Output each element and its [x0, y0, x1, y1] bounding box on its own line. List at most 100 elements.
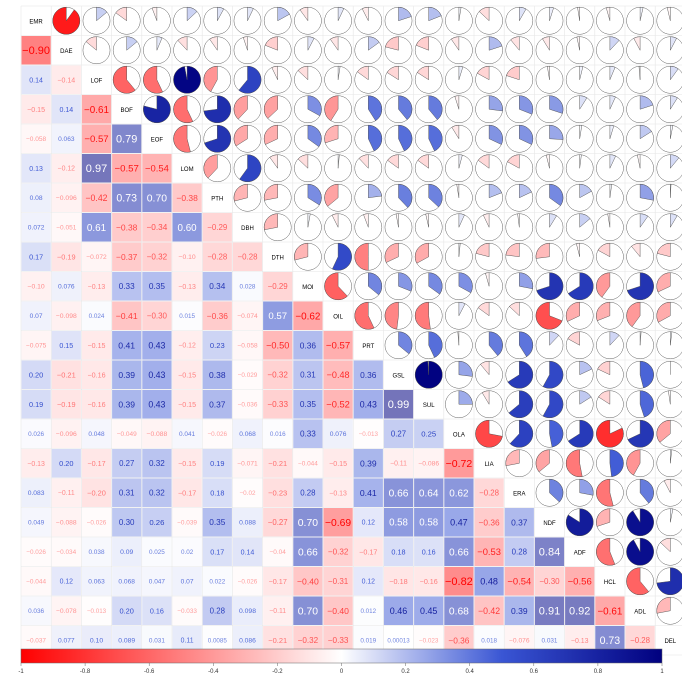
- variable-label-lof: LOF: [91, 78, 103, 84]
- coef-cell-bg: [202, 272, 232, 301]
- pie-slice-emr-hcl: [605, 6, 611, 21]
- variable-label-lom: LOM: [181, 167, 194, 173]
- pie-slice-eof-moi: [307, 124, 322, 148]
- coef-label-era-pth: 0.18: [210, 488, 224, 497]
- coef-cell-bg: [112, 301, 142, 330]
- pie-slice-dth-era: [505, 242, 520, 258]
- pie-slice-lia-ndf: [535, 449, 550, 473]
- coef-label-era-lof: −0.20: [87, 488, 106, 497]
- coef-label-lom-dae: −0.12: [58, 166, 76, 173]
- coef-label-del-ndf: 0.031: [542, 638, 558, 645]
- coef-cell-bg: [263, 478, 293, 507]
- coef-label-gsl-emr: 0.20: [29, 370, 43, 379]
- coef-cell-bg: [81, 124, 112, 153]
- pie-slice-lom-adl: [637, 154, 641, 169]
- coef-label-hcl-lof: 0.063: [88, 579, 105, 586]
- coef-label-del-dth: −0.21: [268, 636, 287, 645]
- coef-cell-bg: [293, 537, 323, 566]
- pie-slice-dth-gsl: [384, 242, 399, 263]
- coef-cell-bg: [383, 449, 414, 478]
- pie-slice-pth-gsl: [398, 183, 413, 208]
- coef-cell-bg: [444, 596, 474, 625]
- coef-label-del-moi: −0.32: [298, 636, 319, 645]
- coef-cell-bg: [172, 449, 202, 478]
- coef-label-era-eof: 0.32: [149, 489, 165, 498]
- pie-slice-bof-sul: [428, 95, 443, 121]
- coef-label-pth-bof: 0.73: [116, 193, 137, 205]
- coef-cell-bg: [21, 242, 51, 271]
- colorbar-tick-label: 0.4: [466, 669, 475, 675]
- pie-slice-oil-ola: [458, 301, 466, 316]
- coef-cell-bg: [112, 567, 142, 596]
- pie-slice-bof-eof: [143, 95, 171, 124]
- pie-slice-eof-dth: [263, 124, 278, 145]
- coef-cell-bg: [474, 537, 504, 566]
- pie-slice-dth-adf: [576, 242, 580, 257]
- pie-slice-lom-sul: [417, 154, 429, 169]
- coef-label-ola-prt: −0.013: [359, 431, 379, 438]
- coef-cell-bg: [444, 478, 474, 507]
- coef-cell-bg: [202, 478, 232, 507]
- coef-cell-bg: [51, 390, 81, 419]
- pie-slice-dae-era: [510, 36, 520, 51]
- coef-label-bof-lof: −0.61: [84, 105, 109, 116]
- coef-cell-bg: [172, 331, 202, 360]
- coef-cell-bg: [112, 449, 142, 478]
- coef-cell-bg: [293, 390, 323, 419]
- coef-label-lia-bof: 0.27: [119, 459, 134, 468]
- pie-slice-dbh-adf: [579, 213, 591, 228]
- pie-slice-dbh-gsl: [395, 213, 399, 228]
- coef-cell-bg: [51, 213, 81, 242]
- colorbar-tick-label: -1: [18, 669, 24, 675]
- pie-slice-moi-era: [519, 272, 534, 290]
- pie-slice-lof-ndf: [547, 65, 550, 80]
- coef-label-sul-bof: 0.39: [118, 399, 135, 409]
- pie-slice-dae-gsl: [385, 36, 399, 51]
- pie-slice-lof-del: [670, 65, 679, 81]
- coef-cell-bg: [263, 390, 293, 419]
- coef-label-adf-dbh: 0.14: [241, 549, 255, 556]
- coef-label-del-adf: −0.13: [571, 638, 589, 645]
- pie-slice-pth-prt: [368, 183, 382, 199]
- coef-cell-bg: [444, 537, 474, 566]
- variable-label-moi: MOI: [302, 285, 314, 291]
- pie-slice-dae-lia: [488, 36, 503, 51]
- coef-cell-bg: [504, 537, 534, 566]
- coef-cell-bg: [112, 272, 142, 301]
- coef-cell-bg: [444, 567, 474, 596]
- coef-label-sul-dbh: −0.036: [238, 402, 258, 409]
- coef-cell-bg: [51, 154, 81, 183]
- coef-cell-bg: [172, 567, 202, 596]
- coef-label-lof-emr: 0.14: [29, 77, 43, 84]
- coef-label-eof-emr: −0.058: [26, 136, 47, 143]
- pie-slice-dae-sul: [415, 36, 429, 51]
- coef-label-ola-oil: 0.076: [330, 431, 347, 438]
- pie-slice-lom-ndf: [545, 154, 550, 169]
- coef-label-adl-pth: 0.28: [210, 607, 226, 616]
- pie-slice-dae-del: [670, 36, 677, 51]
- coef-label-prt-eof: 0.43: [148, 340, 165, 350]
- coef-label-dth-pth: −0.28: [207, 253, 228, 262]
- coef-label-lia-moi: −0.044: [298, 461, 318, 468]
- variable-label-gsl: GSL: [392, 373, 405, 379]
- pie-slice-bof-ola: [454, 95, 460, 110]
- coef-cell-bg: [81, 242, 112, 271]
- pie-slice-emr-sul: [428, 6, 442, 22]
- coef-label-prt-emr: −0.075: [26, 343, 47, 350]
- pie-slice-dbh-moi: [307, 213, 311, 228]
- coef-cell-bg: [172, 390, 202, 419]
- coef-cell-bg: [323, 360, 353, 389]
- coef-label-ndf-prt: 0.12: [362, 520, 376, 527]
- pie-slice-dae-moi: [307, 36, 315, 51]
- pie-slice-ola-hcl: [596, 419, 624, 448]
- coef-label-del-adl: −0.28: [630, 636, 651, 645]
- coef-label-gsl-lof: −0.16: [87, 371, 105, 379]
- coef-cell-bg: [323, 419, 353, 448]
- pie-slice-bof-oil: [324, 95, 339, 122]
- coef-label-adl-hcl: −0.61: [597, 606, 622, 617]
- pie-slice-bof-adl: [639, 95, 654, 110]
- coef-cell-bg: [172, 596, 202, 625]
- coef-cell-bg: [353, 596, 383, 625]
- coef-label-oil-pth: −0.36: [207, 311, 228, 321]
